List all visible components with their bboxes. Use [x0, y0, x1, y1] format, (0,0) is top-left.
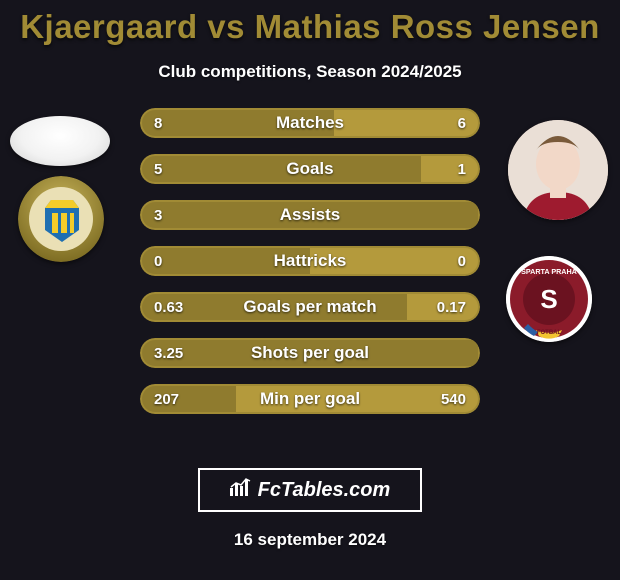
stat-bar-left-seg [142, 156, 421, 182]
stat-row: Assists3 [140, 200, 480, 230]
stat-value-left: 8 [154, 108, 162, 138]
club-right-badge: S SPARTA PRAHA FOTBAL [506, 256, 592, 342]
stat-bar-right-seg [310, 248, 478, 274]
content-area: S SPARTA PRAHA FOTBAL Matches86Goals51As… [0, 108, 620, 438]
stat-bar-right-seg [421, 156, 478, 182]
stat-value-right: 0.17 [437, 292, 466, 322]
stat-value-right: 540 [441, 384, 466, 414]
stat-value-left: 0.63 [154, 292, 183, 322]
stat-bar-left-seg [142, 340, 478, 366]
player-left-avatar [10, 116, 110, 166]
stats-bars: Matches86Goals51Assists3Hattricks00Goals… [140, 108, 480, 430]
svg-text:FOTBAL: FOTBAL [537, 330, 562, 336]
club-left-badge [18, 176, 104, 262]
club-right-badge-svg: S SPARTA PRAHA FOTBAL [506, 256, 592, 342]
stat-bar-right-seg [334, 110, 478, 136]
stat-row: Shots per goal3.25 [140, 338, 480, 368]
club-left-badge-svg [18, 176, 104, 262]
stat-row: Hattricks00 [140, 246, 480, 276]
stat-bar-left-seg [142, 248, 310, 274]
player-right-avatar-svg [508, 120, 608, 220]
chart-icon [230, 478, 252, 502]
stat-value-left: 3.25 [154, 338, 183, 368]
player-right-avatar [508, 120, 608, 220]
stat-value-left: 0 [154, 246, 162, 276]
stat-value-right: 6 [458, 108, 466, 138]
svg-text:SPARTA PRAHA: SPARTA PRAHA [521, 267, 577, 276]
page-title: Kjaergaard vs Mathias Ross Jensen [0, 0, 620, 46]
stat-value-left: 5 [154, 154, 162, 184]
svg-text:S: S [540, 284, 557, 314]
brand-text: FcTables.com [258, 479, 391, 501]
brand-box: FcTables.com [198, 468, 423, 512]
footer: FcTables.com 16 september 2024 [0, 468, 620, 550]
stat-value-left: 207 [154, 384, 179, 414]
stat-bar-left-seg [142, 202, 478, 228]
stat-value-right: 1 [458, 154, 466, 184]
stat-value-right: 0 [458, 246, 466, 276]
stat-value-left: 3 [154, 200, 162, 230]
comparison-card: Kjaergaard vs Mathias Ross Jensen Club c… [0, 0, 620, 580]
date-text: 16 september 2024 [0, 530, 620, 550]
stat-row: Goals51 [140, 154, 480, 184]
stat-row: Goals per match0.630.17 [140, 292, 480, 322]
stat-bar-left-seg [142, 110, 334, 136]
stat-row: Matches86 [140, 108, 480, 138]
stat-row: Min per goal207540 [140, 384, 480, 414]
subtitle: Club competitions, Season 2024/2025 [0, 62, 620, 82]
